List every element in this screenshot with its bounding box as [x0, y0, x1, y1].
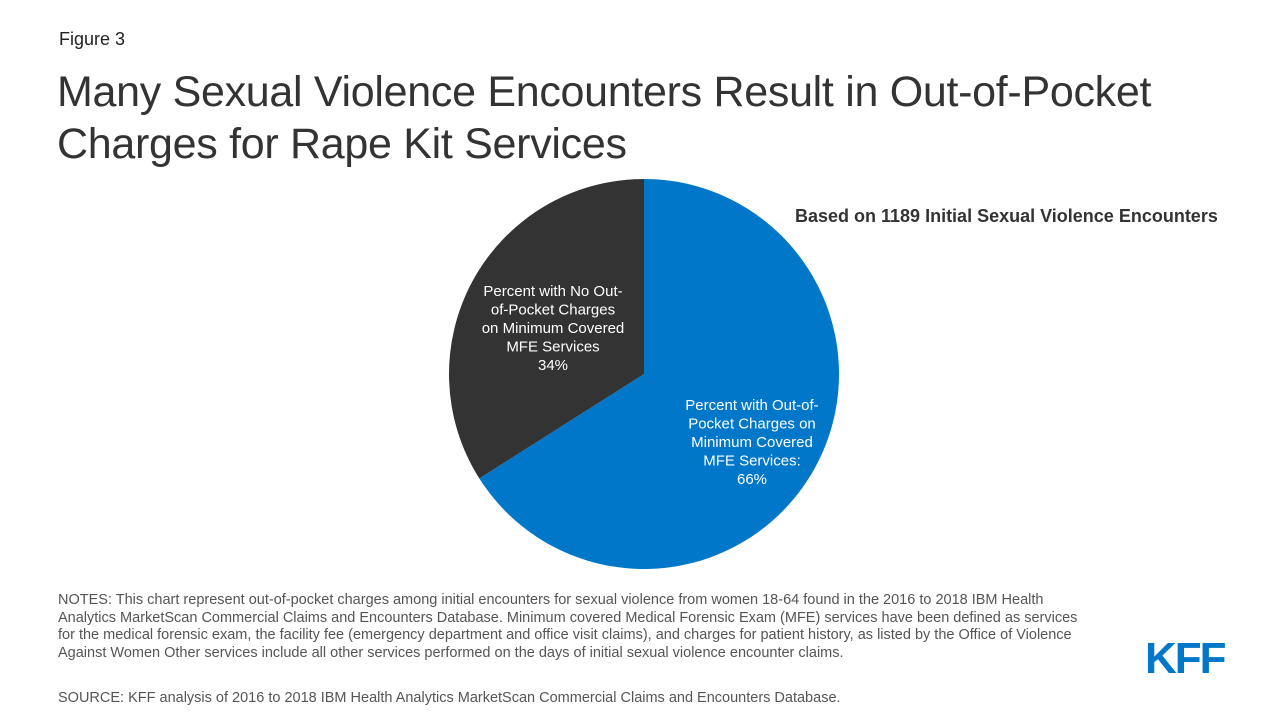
chart-title: Many Sexual Violence Encounters Result i… — [57, 68, 1152, 168]
notes-text: NOTES: This chart represent out-of-pocke… — [58, 592, 1078, 661]
slice-label-0: Percent with Out-of-Pocket Charges on Min… — [685, 397, 818, 488]
slice-label-1: Percent with No Out-of-Pocket Charges on … — [482, 283, 625, 374]
source-text: SOURCE: KFF analysis of 2016 to 2018 IBM… — [58, 690, 841, 706]
pie-slice-1 — [449, 179, 644, 479]
kff-logo: KFF — [1145, 634, 1227, 683]
chart-subtitle: Based on 1189 Initial Sexual Violence En… — [795, 206, 1218, 226]
figure-label: Figure 3 — [59, 29, 126, 49]
pie-slice-0 — [479, 179, 840, 569]
